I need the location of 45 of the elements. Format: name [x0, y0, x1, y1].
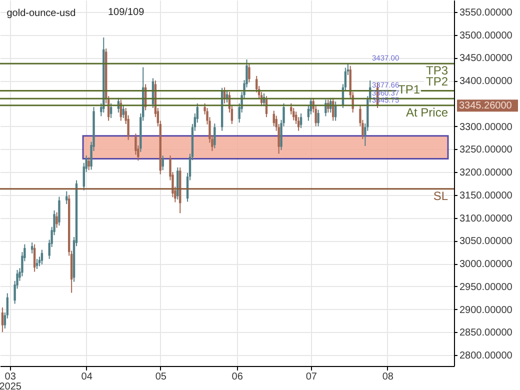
candlestick [214, 123, 216, 149]
x-tick-label: 08 [382, 372, 394, 382]
y-tick-label: 2950.00000 [460, 282, 513, 293]
candlestick [30, 242, 34, 254]
y-tick-label: 3500.00000 [460, 30, 513, 42]
candlestick [162, 155, 164, 171]
ref-line-label: TP1 [398, 82, 420, 97]
x-tick-label: 04 [81, 372, 93, 382]
ref-line-label: At Price [406, 105, 448, 120]
candlestick [1, 306, 4, 333]
y-tick-label: 3000.00000 [460, 259, 513, 270]
candlestick [300, 112, 302, 129]
annotation: 109/109 [108, 7, 145, 18]
candlestick [36, 258, 38, 270]
text: gold-ounce-usd [6, 8, 76, 19]
y-tick-label: 3150.00000 [460, 190, 513, 202]
y-tick-label: 3200.00000 [460, 168, 513, 179]
y-tick-label: 3400.00000 [460, 76, 513, 88]
x-tick-label: 05 [155, 372, 167, 382]
ref-line-label: SL [433, 188, 448, 203]
y-tick-label: 3050.00000 [460, 236, 513, 248]
y-tick-label: 2850.00000 [460, 328, 513, 339]
y-tick-label: 3300.00000 [460, 122, 513, 133]
x-tick-label: 06 [232, 372, 244, 382]
x-tick-label: 03 2025 [0, 372, 22, 390]
candlestick [88, 156, 90, 171]
candlestick [317, 109, 320, 127]
candlestick [122, 104, 124, 119]
candlestick [58, 196, 60, 226]
y-tick-label: 3550.00000 [460, 7, 513, 18]
candlestick [110, 102, 112, 119]
y-tick-label: 3450.00000 [460, 53, 513, 64]
y-tick-label: 2900.00000 [460, 304, 513, 316]
candlestick [324, 99, 327, 117]
y-tick-label: 3100.00000 [460, 213, 513, 224]
x-tick-label: 07 [306, 372, 318, 382]
candlestick [40, 249, 44, 265]
candlestick [248, 64, 250, 83]
ref-line-label: TP2 [426, 74, 448, 89]
candlestick [292, 107, 295, 121]
text: 3345.26000 [459, 100, 512, 112]
y-tick-label: 3250.00000 [460, 144, 513, 156]
candlestick [33, 244, 36, 272]
candlestick [56, 212, 58, 228]
y-tick-label: 2800.00000 [460, 350, 513, 362]
